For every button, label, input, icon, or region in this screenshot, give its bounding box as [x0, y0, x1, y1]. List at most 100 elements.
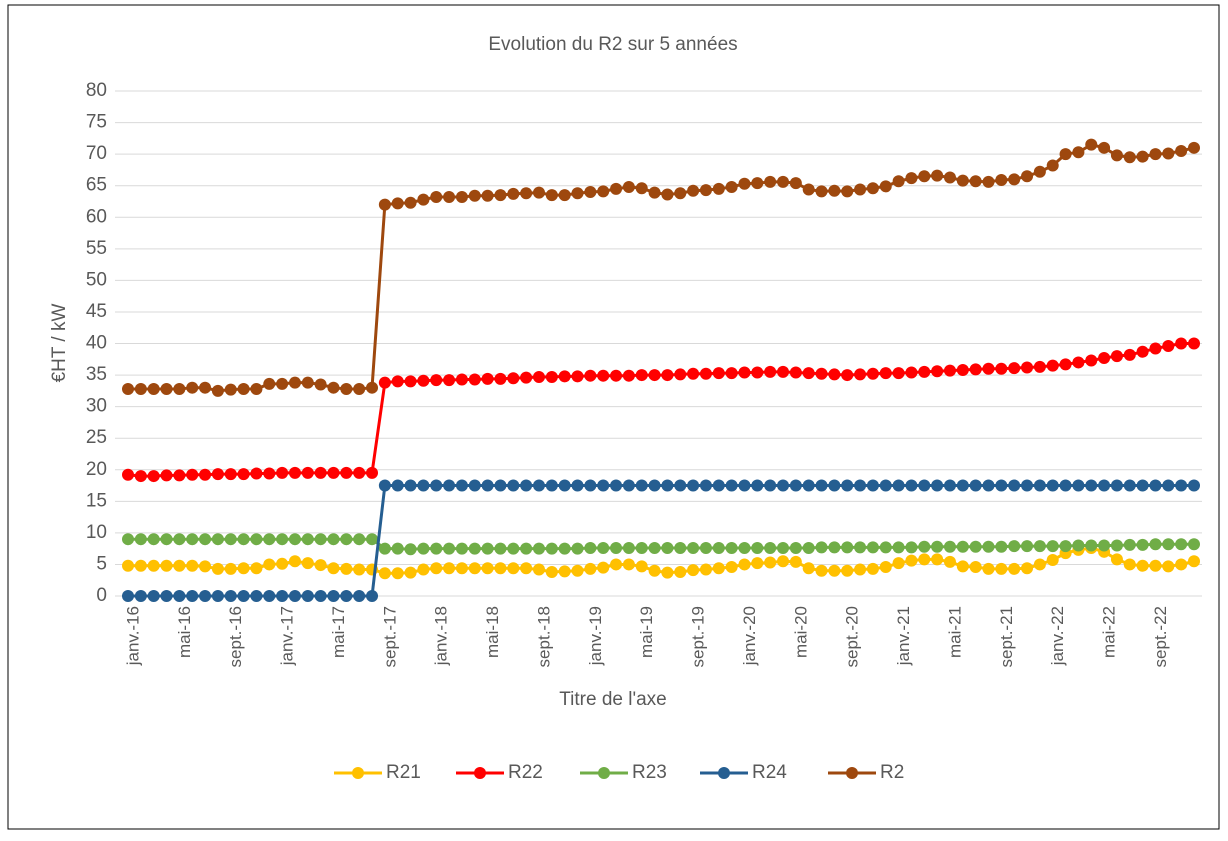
data-point [327, 562, 340, 575]
data-point [1085, 354, 1098, 367]
x-tick-label: sept.-18 [534, 606, 553, 667]
data-point [288, 533, 301, 546]
data-point [353, 533, 366, 546]
data-point [931, 169, 944, 182]
data-point [687, 542, 700, 555]
data-point [455, 562, 468, 575]
data-point [969, 540, 982, 553]
legend-label: R23 [632, 762, 667, 783]
data-point [1110, 350, 1123, 363]
data-point [276, 533, 289, 546]
data-point [558, 479, 571, 492]
data-point [866, 562, 879, 575]
data-point [1110, 553, 1123, 566]
data-point [391, 542, 404, 555]
data-point [751, 479, 764, 492]
data-point [288, 376, 301, 389]
data-point [263, 558, 276, 571]
data-point [532, 563, 545, 576]
data-point [186, 590, 199, 602]
y-tick-label: 65 [86, 175, 107, 196]
data-point [250, 467, 263, 480]
data-point [956, 174, 969, 187]
data-point [584, 186, 597, 198]
data-point [1175, 538, 1188, 551]
data-point [443, 479, 456, 492]
data-point [455, 191, 468, 204]
data-point [725, 367, 738, 380]
data-point [674, 368, 687, 381]
data-point [610, 479, 623, 492]
data-point [366, 533, 379, 546]
data-point [584, 479, 597, 492]
data-point [199, 590, 212, 602]
data-point [777, 542, 790, 555]
data-point [494, 189, 507, 202]
data-point [507, 562, 520, 575]
data-point [1033, 479, 1046, 492]
data-point [1123, 151, 1136, 164]
data-point [597, 369, 610, 382]
data-point [725, 542, 738, 555]
data-point [687, 479, 700, 492]
data-point [288, 555, 301, 568]
x-tick-label: janv.-16 [123, 606, 142, 666]
data-point [545, 566, 558, 579]
data-point [905, 366, 918, 379]
data-point [982, 175, 995, 188]
data-point [455, 542, 468, 555]
data-point [545, 189, 558, 202]
data-point [789, 479, 802, 492]
data-point [943, 479, 956, 492]
data-point [815, 479, 828, 492]
data-point [468, 542, 481, 555]
data-point [905, 541, 918, 554]
x-tick-label: mai-19 [637, 606, 656, 658]
data-point [353, 466, 366, 479]
data-point [764, 556, 777, 569]
data-point [507, 372, 520, 385]
data-point [995, 362, 1008, 375]
data-point [892, 541, 905, 554]
x-tick-label: janv.-22 [1048, 606, 1067, 666]
data-point [1046, 540, 1059, 553]
data-point [622, 479, 635, 492]
data-point [1072, 539, 1085, 552]
data-point [134, 559, 147, 572]
y-tick-label: 5 [96, 553, 107, 574]
data-point [674, 187, 687, 200]
data-point [430, 479, 443, 492]
data-point [815, 564, 828, 577]
data-point [635, 369, 648, 382]
data-point [841, 564, 854, 577]
y-tick-label: 75 [86, 112, 107, 133]
data-point [661, 566, 674, 579]
data-point [1085, 479, 1098, 492]
data-point [892, 557, 905, 570]
data-point [507, 542, 520, 555]
data-point [712, 562, 725, 575]
data-point [199, 533, 212, 546]
data-point [122, 559, 134, 572]
data-point [520, 187, 533, 200]
data-point [866, 182, 879, 195]
data-point [777, 555, 790, 568]
data-point [263, 377, 276, 390]
data-point [160, 382, 173, 395]
data-point [340, 382, 353, 395]
data-point [353, 563, 366, 576]
data-point [956, 560, 969, 573]
data-point [866, 541, 879, 554]
x-tick-label: sept.-20 [843, 606, 862, 667]
data-point [815, 367, 828, 380]
data-point [597, 542, 610, 555]
data-point [879, 560, 892, 573]
x-tick-label: janv.-19 [586, 606, 605, 666]
data-point [507, 479, 520, 492]
data-point [1149, 559, 1162, 572]
y-tick-label: 60 [86, 206, 107, 227]
data-point [391, 479, 404, 492]
data-point [468, 189, 481, 202]
data-point [1059, 148, 1072, 161]
